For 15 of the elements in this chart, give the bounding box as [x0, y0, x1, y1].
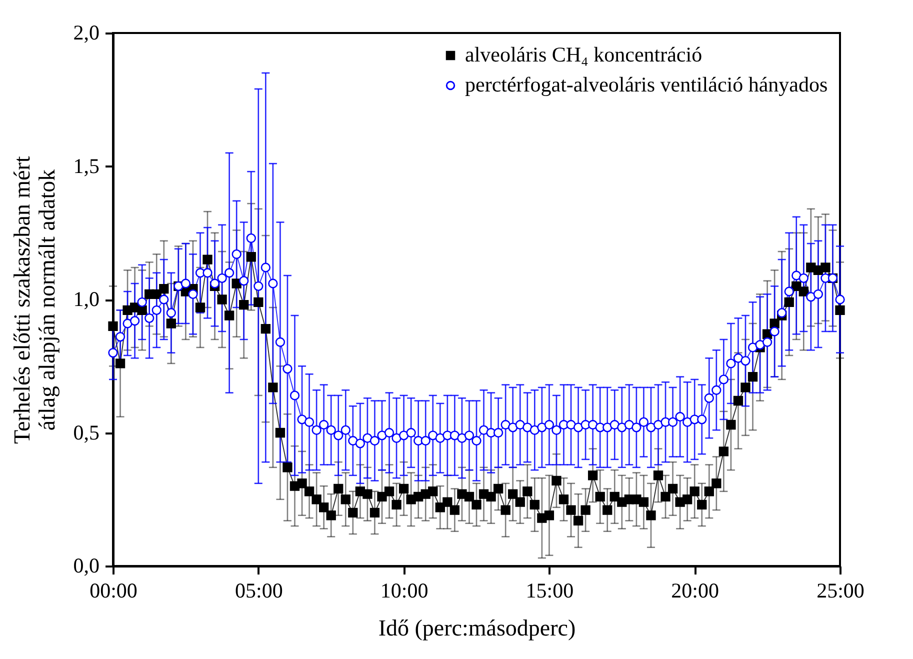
x-tick-label: 00:00 — [90, 578, 138, 602]
y-tick-label: 2,0 — [73, 20, 100, 44]
y-axis-title: Terhelés előtti szakaszban mért átlag alapján normált adatok — [9, 156, 60, 444]
legend-label: perctérfogat-alveoláris ventiláció hányados — [465, 72, 828, 96]
y-tick-label: 1,5 — [73, 154, 100, 178]
x-tick-label: 05:00 — [234, 578, 283, 602]
x-tick-label: 15:00 — [526, 578, 574, 602]
legend-label: alveoláris CH₄ koncentráció — [465, 42, 702, 66]
y-tick-label: 0,5 — [73, 420, 100, 444]
x-axis-title: Idő (perc:másodperc) — [378, 616, 576, 640]
x-tick-label: 25:00 — [816, 578, 864, 602]
y-tick-label: 1,0 — [73, 287, 100, 311]
x-tick-label: 10:00 — [380, 578, 428, 602]
y-tick-label: 0,0 — [73, 554, 100, 578]
x-tick-label: 20:00 — [671, 578, 720, 602]
